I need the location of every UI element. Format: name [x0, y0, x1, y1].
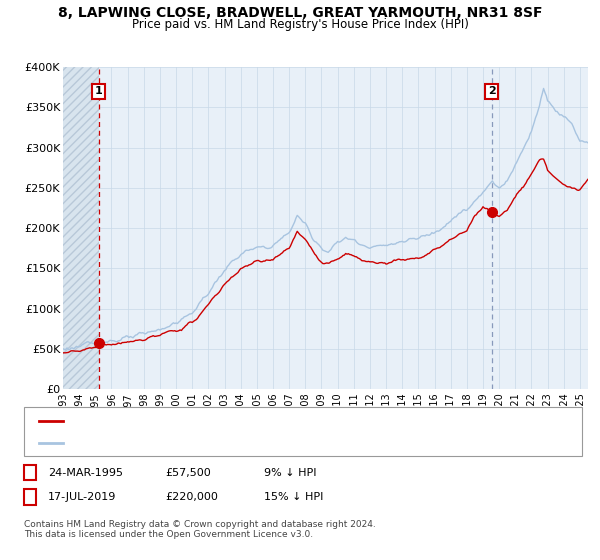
Text: HPI: Average price, detached house, Great Yarmouth: HPI: Average price, detached house, Grea…: [69, 437, 344, 447]
Text: 15% ↓ HPI: 15% ↓ HPI: [264, 492, 323, 502]
Text: 2: 2: [488, 86, 496, 96]
Text: 1: 1: [26, 468, 34, 478]
Text: 8, LAPWING CLOSE, BRADWELL, GREAT YARMOUTH, NR31 8SF: 8, LAPWING CLOSE, BRADWELL, GREAT YARMOU…: [58, 6, 542, 20]
Text: 17-JUL-2019: 17-JUL-2019: [48, 492, 116, 502]
Text: 8, LAPWING CLOSE, BRADWELL, GREAT YARMOUTH, NR31 8SF (detached house): 8, LAPWING CLOSE, BRADWELL, GREAT YARMOU…: [69, 416, 487, 426]
Text: Price paid vs. HM Land Registry's House Price Index (HPI): Price paid vs. HM Land Registry's House …: [131, 18, 469, 31]
Text: £57,500: £57,500: [165, 468, 211, 478]
Text: Contains HM Land Registry data © Crown copyright and database right 2024.
This d: Contains HM Land Registry data © Crown c…: [24, 520, 376, 539]
Text: 9% ↓ HPI: 9% ↓ HPI: [264, 468, 317, 478]
Bar: [63, 67, 98, 389]
Text: 1: 1: [95, 86, 103, 96]
Text: £220,000: £220,000: [165, 492, 218, 502]
Text: 2: 2: [26, 492, 34, 502]
Text: 24-MAR-1995: 24-MAR-1995: [48, 468, 123, 478]
